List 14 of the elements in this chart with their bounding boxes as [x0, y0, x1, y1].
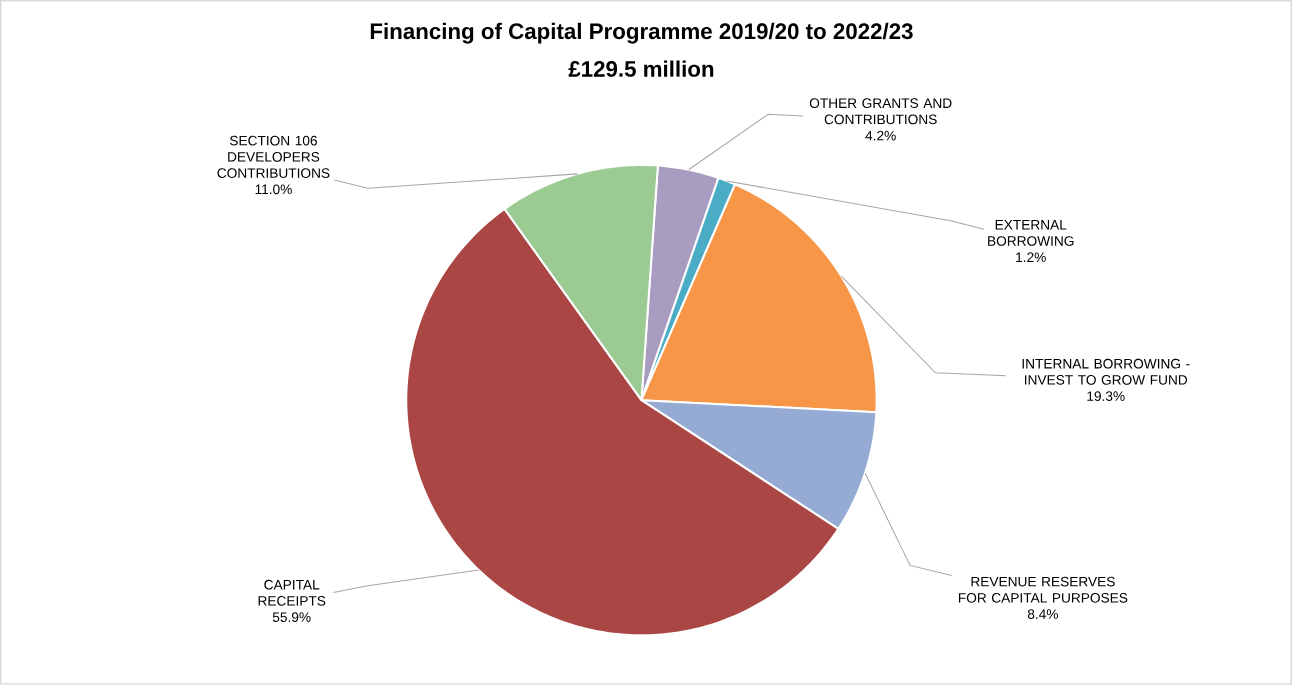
slice-label: OTHER GRANTS AND CONTRIBUTIONS [809, 98, 952, 125]
slice-label: REVENUE RESERVES FOR CAPITAL PURPOSES [958, 576, 1128, 603]
data-label: 11.0% [255, 184, 292, 195]
data-label: 1.2% [1016, 252, 1046, 263]
chart-subtitle: £129.5 million [568, 60, 714, 77]
data-label: 8.4% [1027, 609, 1058, 620]
data-label: 4.2% [865, 130, 896, 141]
slice-label: INTERNAL BORROWING - INVEST TO GROW FUND [1022, 358, 1190, 385]
slice-label: EXTERNAL BORROWING [988, 220, 1074, 246]
chart-title: Financing of Capital Programme 2019/20 to 2022/23 [370, 22, 913, 44]
data-label: 19.3% [1087, 391, 1125, 402]
slice-label: CAPITAL RECEIPTS [258, 579, 326, 606]
data-label: 55.9% [272, 612, 311, 623]
slice-label: SECTION 106 DEVELOPERS CONTRIBUTIONS [217, 135, 330, 179]
